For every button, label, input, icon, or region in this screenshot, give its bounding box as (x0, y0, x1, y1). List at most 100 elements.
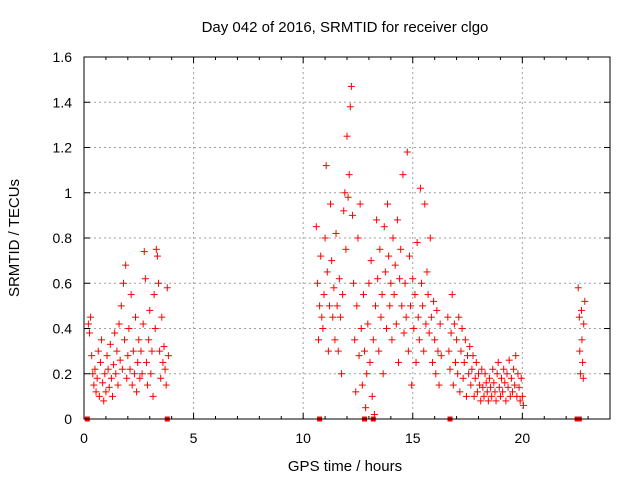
data-point (397, 245, 405, 253)
data-point (458, 325, 466, 332)
data-point (98, 336, 106, 344)
data-point (468, 365, 476, 373)
data-point (159, 358, 167, 366)
data-point (125, 325, 133, 332)
data-point (318, 313, 326, 321)
data-point (482, 379, 490, 387)
data-point (92, 388, 100, 396)
data-point (357, 325, 365, 332)
data-point (517, 374, 525, 382)
data-series-srmtid (84, 82, 589, 418)
data-point (127, 291, 135, 299)
data-point (324, 347, 332, 355)
data-point (503, 370, 511, 378)
x-tick-label: 10 (295, 430, 311, 446)
data-point (376, 245, 384, 253)
y-tick-label: 1 (64, 185, 72, 201)
data-point (320, 291, 328, 299)
data-point (461, 336, 469, 344)
data-point (576, 347, 584, 355)
data-point (502, 397, 510, 405)
data-point (356, 200, 364, 208)
data-point (94, 347, 102, 355)
data-point (420, 347, 428, 355)
data-point (576, 370, 584, 378)
data-point (352, 388, 360, 396)
data-point (391, 261, 399, 269)
data-point (500, 365, 508, 373)
data-point (492, 397, 500, 405)
data-point (368, 392, 376, 400)
y-tick-label: 1.2 (53, 140, 73, 156)
y-tick-label: 0.4 (53, 321, 73, 337)
data-point (84, 320, 92, 328)
data-point (488, 392, 496, 400)
data-point (425, 329, 433, 337)
data-point (403, 148, 411, 156)
data-point (444, 313, 452, 321)
data-point (416, 184, 424, 192)
data-point (491, 388, 499, 396)
data-point (511, 381, 519, 389)
data-point (575, 313, 583, 321)
data-point (377, 313, 385, 321)
data-point (87, 313, 95, 321)
axis-ticks (83, 56, 611, 420)
data-point (471, 374, 479, 382)
data-point (146, 306, 154, 314)
data-point (516, 397, 524, 405)
data-point (375, 347, 383, 355)
x-tick-label: 15 (405, 430, 421, 446)
x-tick-label: 0 (80, 430, 88, 446)
data-point (395, 358, 403, 366)
data-point (161, 365, 169, 373)
data-point (501, 379, 509, 387)
data-point (433, 306, 441, 314)
data-point (335, 275, 343, 283)
data-point (332, 229, 340, 237)
y-tick-label: 1.4 (53, 94, 73, 110)
data-point (415, 336, 423, 344)
data-point (323, 268, 331, 276)
x-tick-label: 20 (515, 430, 531, 446)
data-point (136, 374, 144, 382)
data-point (467, 381, 475, 389)
data-point (495, 383, 503, 391)
data-point (160, 343, 168, 351)
data-point (506, 392, 514, 400)
data-point (453, 336, 461, 344)
data-point (340, 207, 348, 215)
data-point (354, 234, 362, 242)
data-point (493, 370, 501, 378)
data-point (409, 275, 417, 283)
data-point (345, 171, 353, 179)
data-point (104, 365, 112, 373)
data-point (124, 352, 132, 360)
data-point (462, 392, 470, 400)
data-point (117, 302, 125, 310)
data-point (353, 302, 361, 310)
data-point (477, 397, 485, 405)
data-point (330, 284, 338, 292)
chart-title: Day 042 of 2016, SRMTID for receiver clg… (202, 19, 489, 36)
data-point (327, 200, 335, 208)
data-point (436, 320, 444, 328)
y-tick-labels: 0 0.2 0.4 0.6 0.8 1 1.2 1.4 1.6 (53, 49, 73, 427)
data-point (88, 352, 96, 360)
data-point (498, 374, 506, 382)
data-point (135, 336, 143, 344)
data-point (139, 320, 147, 328)
data-point (347, 82, 355, 90)
grid (84, 57, 610, 419)
data-point (145, 336, 153, 344)
data-point (389, 234, 397, 242)
data-point (317, 252, 325, 260)
data-point (358, 381, 366, 389)
y-axis-label: SRMTID / TECUs (6, 179, 23, 297)
data-point (108, 392, 116, 400)
data-point (333, 302, 341, 310)
data-point (390, 291, 398, 299)
data-point (430, 297, 438, 305)
data-point (144, 381, 152, 389)
data-point (578, 336, 586, 344)
